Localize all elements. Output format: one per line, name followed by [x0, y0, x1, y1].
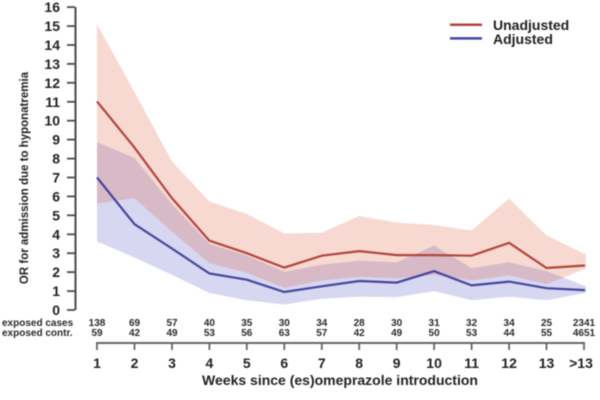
svg-text:34: 34 — [504, 318, 516, 329]
svg-text:31: 31 — [429, 318, 441, 329]
svg-text:12: 12 — [501, 355, 517, 371]
svg-text:56: 56 — [241, 328, 253, 339]
svg-text:7: 7 — [52, 170, 60, 186]
svg-text:15: 15 — [44, 18, 60, 34]
svg-text:44: 44 — [504, 328, 516, 339]
svg-text:4651: 4651 — [573, 328, 596, 339]
svg-text:10: 10 — [44, 113, 60, 129]
svg-text:10: 10 — [426, 355, 442, 371]
svg-text:11: 11 — [45, 94, 60, 110]
svg-text:OR for admission due to hypona: OR for admission due to hyponatremia — [19, 71, 31, 284]
svg-text:50: 50 — [429, 328, 441, 339]
svg-text:57: 57 — [316, 328, 328, 339]
svg-text:8: 8 — [52, 151, 60, 167]
svg-text:1: 1 — [52, 283, 60, 299]
svg-text:11: 11 — [464, 355, 479, 371]
svg-text:Weeks since (es)omeprazole int: Weeks since (es)omeprazole introduction — [202, 372, 478, 388]
svg-text:4: 4 — [52, 226, 60, 242]
svg-text:55: 55 — [541, 328, 553, 339]
svg-text:35: 35 — [241, 318, 253, 329]
svg-text:3: 3 — [52, 245, 60, 261]
svg-text:4: 4 — [206, 355, 214, 371]
svg-text:40: 40 — [204, 318, 216, 329]
svg-text:49: 49 — [391, 328, 403, 339]
svg-text:9: 9 — [393, 355, 401, 371]
svg-text:5: 5 — [243, 355, 251, 371]
svg-text:57: 57 — [166, 318, 178, 329]
svg-text:42: 42 — [129, 328, 141, 339]
svg-text:2: 2 — [131, 355, 139, 371]
svg-text:8: 8 — [355, 355, 363, 371]
svg-text:32: 32 — [466, 318, 478, 329]
svg-text:25: 25 — [541, 318, 553, 329]
svg-text:13: 13 — [539, 355, 555, 371]
svg-text:138: 138 — [89, 318, 106, 329]
svg-text:14: 14 — [44, 37, 60, 53]
svg-text:0: 0 — [52, 302, 60, 318]
svg-text:9: 9 — [52, 132, 60, 148]
svg-text:42: 42 — [354, 328, 366, 339]
svg-text:69: 69 — [129, 318, 141, 329]
svg-text:13: 13 — [44, 56, 60, 72]
svg-text:30: 30 — [279, 318, 291, 329]
svg-text:Adjusted: Adjusted — [493, 31, 553, 47]
svg-text:30: 30 — [391, 318, 403, 329]
svg-text:59: 59 — [91, 328, 103, 339]
svg-text:53: 53 — [204, 328, 216, 339]
svg-text:3: 3 — [168, 355, 176, 371]
svg-text:exposed cases: exposed cases — [2, 318, 74, 329]
svg-text:53: 53 — [466, 328, 478, 339]
svg-text:1: 1 — [93, 355, 101, 371]
svg-text:>13: >13 — [569, 355, 593, 371]
svg-text:2: 2 — [52, 264, 60, 280]
svg-text:2341: 2341 — [573, 318, 596, 329]
svg-text:28: 28 — [354, 318, 366, 329]
svg-text:6: 6 — [52, 188, 60, 204]
svg-text:16: 16 — [44, 0, 60, 15]
svg-text:Unadjusted: Unadjusted — [493, 17, 569, 33]
svg-text:49: 49 — [166, 328, 178, 339]
svg-text:7: 7 — [318, 355, 326, 371]
svg-text:5: 5 — [52, 207, 60, 223]
svg-text:34: 34 — [316, 318, 328, 329]
svg-text:exposed contr.: exposed contr. — [2, 328, 73, 339]
svg-text:6: 6 — [280, 355, 288, 371]
svg-text:63: 63 — [279, 328, 291, 339]
svg-text:12: 12 — [44, 75, 60, 91]
